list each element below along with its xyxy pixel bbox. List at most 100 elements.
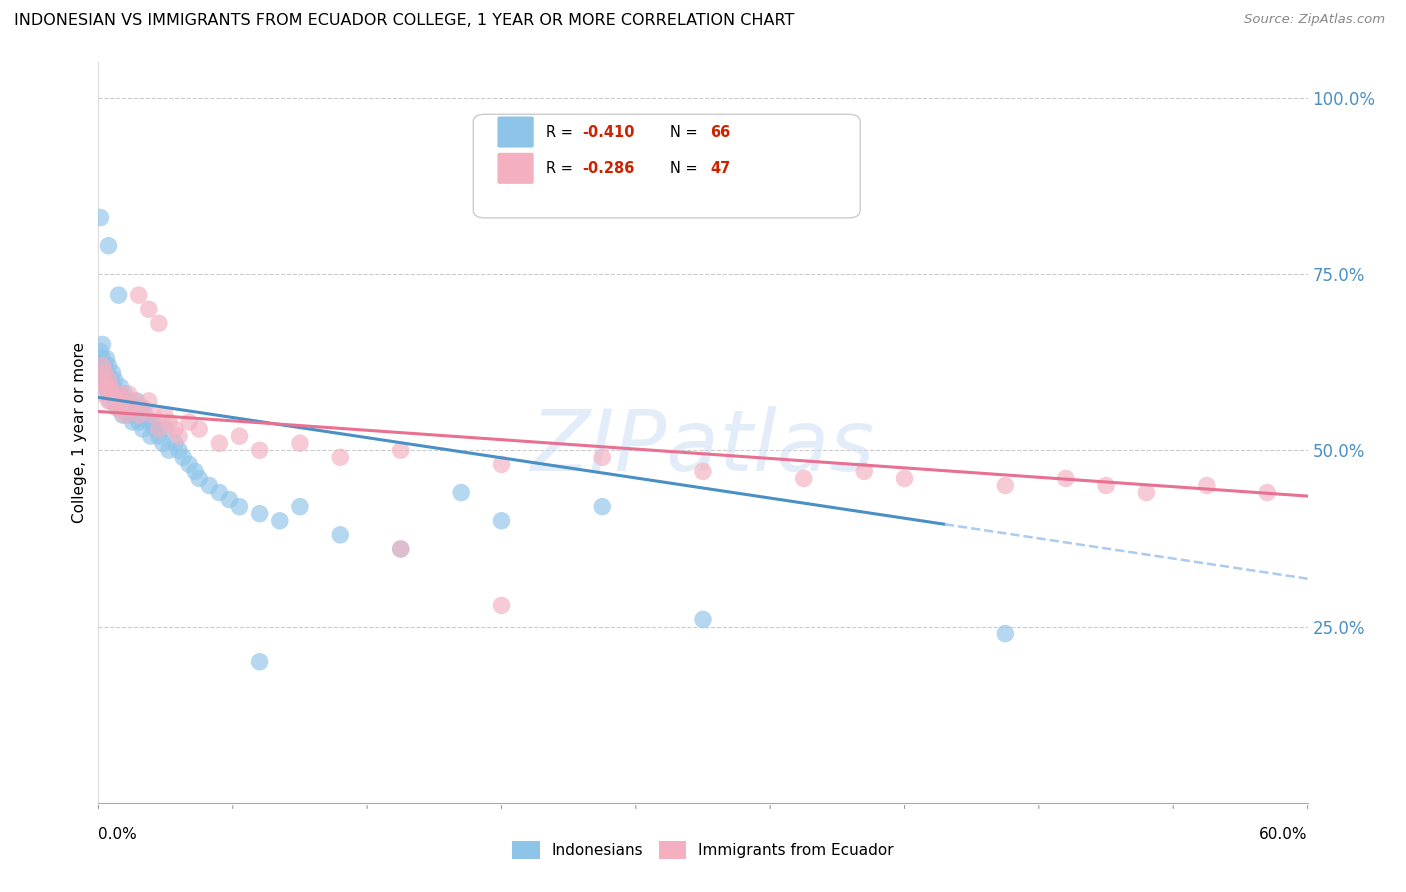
Text: 0.0%: 0.0% [98,828,138,842]
Point [142,415,165,429]
Point [118,393,141,408]
Point [148,422,170,436]
Point [491,458,513,472]
Point [450,485,472,500]
Point [1135,485,1157,500]
Point [228,500,250,514]
Point [152,436,174,450]
Text: -0.410: -0.410 [582,125,634,139]
Text: N =: N = [671,161,703,176]
Point [994,626,1017,640]
Point [188,422,211,436]
Point [93,359,115,373]
Point [793,471,815,485]
Point [91,337,114,351]
Point [157,415,180,429]
Point [89,359,111,373]
Text: N =: N = [671,125,703,139]
Point [93,380,115,394]
Text: Source: ZipAtlas.com: Source: ZipAtlas.com [1244,13,1385,27]
FancyBboxPatch shape [498,153,534,184]
Point [132,401,155,415]
Point [163,422,186,436]
Point [128,408,150,422]
Point [100,380,122,394]
Point [329,528,352,542]
Point [89,373,111,387]
Y-axis label: College, 1 year or more: College, 1 year or more [72,343,87,523]
Point [107,387,129,401]
Point [134,408,156,422]
Point [91,366,114,380]
Legend: Indonesians, Immigrants from Ecuador: Indonesians, Immigrants from Ecuador [506,835,900,865]
Point [138,302,160,317]
Point [103,393,125,408]
Point [163,436,186,450]
Point [491,514,513,528]
Point [103,387,125,401]
Text: -0.286: -0.286 [582,161,634,176]
Text: 47: 47 [710,161,731,176]
Point [107,401,129,415]
Point [1054,471,1077,485]
Text: INDONESIAN VS IMMIGRANTS FROM ECUADOR COLLEGE, 1 YEAR OR MORE CORRELATION CHART: INDONESIAN VS IMMIGRANTS FROM ECUADOR CO… [14,13,794,29]
Point [115,401,138,415]
Point [167,429,190,443]
Point [105,401,128,415]
Text: R =: R = [546,161,578,176]
Point [114,387,136,401]
Point [591,450,613,465]
Point [184,464,207,478]
Point [125,393,148,408]
Point [269,514,291,528]
Point [118,408,141,422]
Point [128,288,150,302]
Point [208,436,231,450]
Point [148,316,170,330]
Point [97,373,120,387]
FancyBboxPatch shape [498,117,534,147]
Point [101,366,124,380]
Point [100,373,122,387]
Point [93,373,115,387]
Text: 66: 66 [710,125,731,139]
Text: R =: R = [546,125,578,139]
Point [143,422,166,436]
Point [114,408,136,422]
Point [893,471,915,485]
Point [97,359,120,373]
Point [167,443,190,458]
Point [97,387,120,401]
Point [97,393,120,408]
Point [1095,478,1118,492]
Point [218,492,240,507]
Point [96,351,118,366]
Point [157,443,180,458]
Point [198,478,221,492]
Point [111,393,134,408]
Point [491,599,513,613]
Point [179,458,201,472]
Point [249,655,271,669]
Point [89,344,111,359]
Point [288,500,311,514]
Point [89,211,111,225]
Point [288,436,311,450]
Point [101,387,124,401]
Point [853,464,876,478]
Point [93,366,115,380]
Point [91,351,114,366]
Point [148,429,170,443]
Point [389,443,412,458]
Point [132,422,155,436]
Point [153,408,176,422]
Point [120,401,142,415]
Point [142,408,165,422]
Point [91,359,114,373]
Point [103,373,125,387]
Point [389,541,412,556]
Point [107,387,129,401]
Point [105,393,128,408]
Point [138,393,160,408]
Point [96,366,118,380]
